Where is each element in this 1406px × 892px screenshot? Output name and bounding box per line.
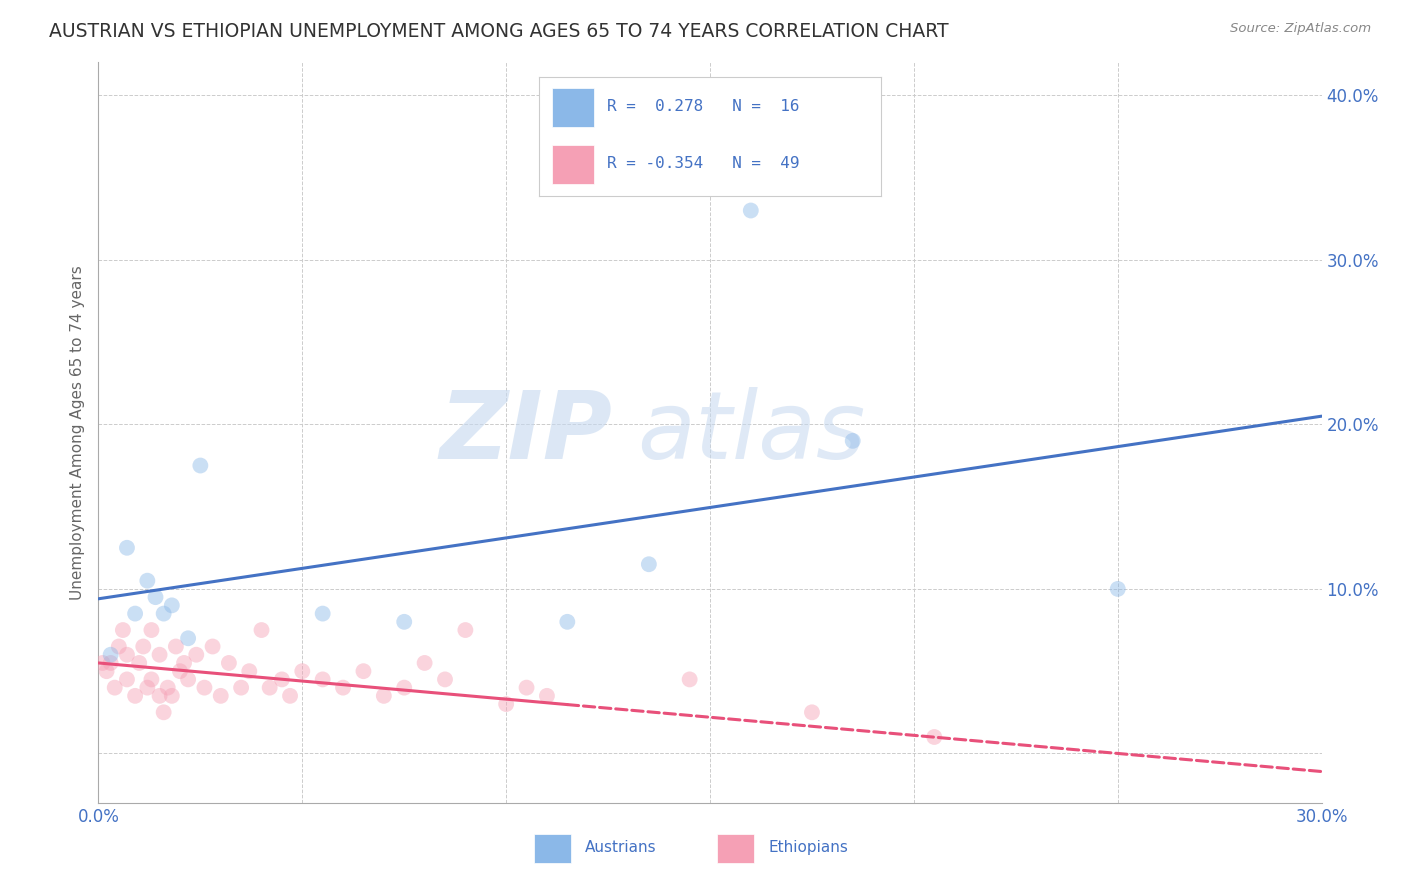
Point — [100, 656, 122, 670]
Point — [516, 681, 538, 695]
Text: Source: ZipAtlas.com: Source: ZipAtlas.com — [1230, 22, 1371, 36]
Point — [141, 673, 163, 687]
Point — [555, 615, 579, 629]
Point — [124, 689, 146, 703]
Point — [392, 681, 416, 695]
Point — [637, 558, 661, 572]
Text: AUSTRIAN VS ETHIOPIAN UNEMPLOYMENT AMONG AGES 65 TO 74 YEARS CORRELATION CHART: AUSTRIAN VS ETHIOPIAN UNEMPLOYMENT AMONG… — [49, 22, 949, 41]
Point — [96, 664, 118, 678]
Point — [922, 730, 945, 744]
Point — [250, 623, 273, 637]
Point — [156, 681, 179, 695]
Point — [231, 681, 253, 695]
Point — [291, 664, 314, 678]
Point — [238, 664, 260, 678]
Point — [495, 697, 517, 711]
Point — [454, 623, 477, 637]
Point — [152, 706, 174, 720]
Point — [413, 656, 436, 670]
Point — [801, 706, 824, 720]
Point — [149, 689, 172, 703]
Point — [124, 607, 146, 621]
Point — [188, 458, 212, 473]
Point — [111, 623, 134, 637]
Point — [392, 615, 416, 629]
Point — [149, 648, 172, 662]
Point — [434, 673, 457, 687]
Text: ZIP: ZIP — [439, 386, 612, 479]
Point — [173, 656, 195, 670]
Point — [218, 656, 240, 670]
Point — [160, 689, 183, 703]
Point — [152, 607, 174, 621]
Point — [193, 681, 215, 695]
Point — [160, 599, 183, 613]
Point — [373, 689, 395, 703]
Point — [1107, 582, 1129, 596]
Point — [141, 623, 163, 637]
Point — [332, 681, 354, 695]
Point — [115, 648, 138, 662]
Point — [115, 541, 138, 555]
Point — [108, 640, 131, 654]
Point — [201, 640, 224, 654]
Point — [177, 673, 200, 687]
Point — [132, 640, 155, 654]
Point — [740, 203, 762, 218]
Point — [115, 673, 138, 687]
Point — [177, 632, 200, 646]
Text: atlas: atlas — [637, 387, 865, 478]
Point — [91, 656, 114, 670]
Point — [536, 689, 558, 703]
Point — [312, 607, 335, 621]
Point — [128, 656, 150, 670]
Point — [209, 689, 232, 703]
Point — [841, 434, 863, 448]
Point — [259, 681, 281, 695]
Point — [312, 673, 335, 687]
Point — [145, 590, 167, 604]
Point — [186, 648, 208, 662]
Point — [352, 664, 374, 678]
Point — [104, 681, 127, 695]
Point — [278, 689, 301, 703]
Point — [100, 648, 122, 662]
Point — [169, 664, 191, 678]
Y-axis label: Unemployment Among Ages 65 to 74 years: Unemployment Among Ages 65 to 74 years — [69, 265, 84, 600]
Point — [136, 681, 159, 695]
Point — [136, 574, 159, 588]
Point — [165, 640, 187, 654]
Point — [679, 673, 702, 687]
Point — [270, 673, 294, 687]
